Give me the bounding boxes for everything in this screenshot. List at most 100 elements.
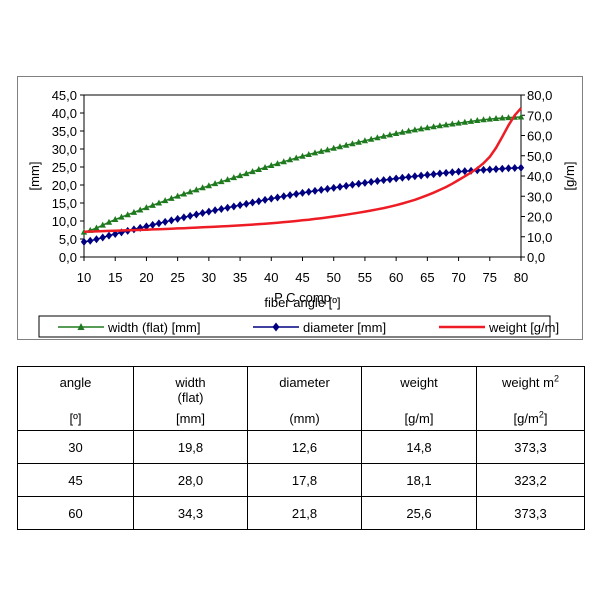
y-left-axis-label: [mm] xyxy=(27,162,42,191)
series-point-width xyxy=(143,204,150,211)
table-cell: 34,3 xyxy=(133,496,248,530)
series-point-diameter xyxy=(224,203,231,212)
x-tick-label: 80 xyxy=(514,270,528,285)
data-table: angle [º] width (flat) [mm] diameter (mm… xyxy=(17,366,585,530)
series-point-width xyxy=(249,168,256,175)
series-point-width xyxy=(486,115,493,122)
series-point-diameter xyxy=(486,165,493,174)
y-right-tick-label: 70,0 xyxy=(527,108,552,123)
y-right-tick-label: 80,0 xyxy=(527,88,552,103)
y-left-tick-label: 0,0 xyxy=(59,250,77,265)
legend-marker xyxy=(272,322,280,332)
y-right-tick-label: 60,0 xyxy=(527,129,552,144)
series-point-width xyxy=(343,141,350,148)
series-point-diameter xyxy=(436,169,444,178)
series-point-diameter xyxy=(80,237,88,246)
header-weight-m2-label: weight m2 xyxy=(477,374,584,390)
header-diameter-label: diameter xyxy=(279,375,330,390)
y-right-axis-label: [g/m] xyxy=(562,162,577,191)
series-point-width xyxy=(186,188,194,195)
series-point-diameter xyxy=(93,235,100,244)
series-point-diameter xyxy=(99,233,106,242)
series-point-width xyxy=(430,123,437,130)
series-point-diameter xyxy=(380,176,387,185)
series-point-diameter xyxy=(505,164,512,173)
series-point-width xyxy=(155,199,163,206)
series-point-diameter xyxy=(374,177,381,186)
series-point-width xyxy=(255,166,262,173)
x-tick-label: 55 xyxy=(358,270,372,285)
x-tick-label: 70 xyxy=(451,270,465,285)
series-point-diameter xyxy=(355,179,362,188)
series-point-diameter xyxy=(430,170,437,179)
series-point-width xyxy=(124,211,131,218)
series-point-diameter xyxy=(367,177,375,186)
series-point-width xyxy=(136,206,144,213)
series-point-diameter xyxy=(399,173,406,182)
series-point-width xyxy=(411,126,419,133)
y-left-tick-label: 20,0 xyxy=(52,178,77,193)
series-point-width xyxy=(399,128,406,135)
series-point-diameter xyxy=(193,210,200,219)
series-point-width xyxy=(311,149,319,156)
table-cell: 28,0 xyxy=(133,463,248,497)
series-point-width xyxy=(93,224,100,231)
table-cell: 14,8 xyxy=(361,430,477,464)
x-tick-label: 40 xyxy=(264,270,278,285)
series-point-width xyxy=(461,118,469,125)
series-point-diameter xyxy=(411,172,419,181)
series-point-width xyxy=(442,121,450,128)
header-weight-unit: [g/m] xyxy=(404,411,434,426)
header-diameter: diameter (mm) xyxy=(247,366,362,431)
unit-text: [g/m xyxy=(513,411,539,426)
series-point-width xyxy=(230,174,238,181)
series-point-width xyxy=(367,135,375,142)
series-point-diameter xyxy=(199,209,206,218)
series-point-diameter xyxy=(424,170,431,179)
series-point-width xyxy=(330,144,337,151)
legend-marker xyxy=(77,323,85,330)
series-point-width xyxy=(449,120,456,127)
x-tick-label: 45 xyxy=(295,270,309,285)
series-point-diameter xyxy=(405,173,412,182)
series-point-diameter xyxy=(87,236,94,245)
x-tick-label: 20 xyxy=(139,270,153,285)
y-right-tick-label: 0,0 xyxy=(527,250,545,265)
y-left-tick-label: 25,0 xyxy=(52,160,77,175)
series-point-width xyxy=(336,143,344,150)
table-row: 45 28,0 17,8 18,1 323,2 xyxy=(17,463,585,497)
series-point-diameter xyxy=(336,182,344,191)
x-tick-label: 10 xyxy=(77,270,91,285)
series-point-width xyxy=(349,140,356,147)
table-cell: 30 xyxy=(17,430,134,464)
series-point-width xyxy=(517,113,525,120)
series-point-width xyxy=(211,180,219,187)
y-left-tick-label: 15,0 xyxy=(52,196,77,211)
header-width: width (flat) [mm] xyxy=(133,366,248,431)
series-point-width xyxy=(492,115,500,122)
series-point-diameter xyxy=(218,204,225,213)
series-point-width xyxy=(218,178,225,185)
y-right-tick-label: 20,0 xyxy=(527,210,552,225)
header-angle-label: angle xyxy=(59,375,92,390)
header-width-unit: [mm] xyxy=(176,411,205,426)
series-point-width xyxy=(424,124,431,131)
series-line-2 xyxy=(83,107,522,233)
line-chart: 10 15 20 25 30 35 40 45 50 55 60 65 70 75 80 0,0 5,0 10,0… xyxy=(27,88,577,338)
series-point-width xyxy=(293,154,300,161)
series-point-width xyxy=(174,192,181,199)
series-point-width xyxy=(280,158,287,165)
series-point-diameter xyxy=(517,163,525,172)
series-point-width xyxy=(112,216,119,223)
series-point-diameter xyxy=(180,213,188,222)
series-point-width xyxy=(224,176,231,183)
series-point-diameter xyxy=(149,220,156,229)
table-cell: 18,1 xyxy=(361,463,477,497)
y-right-tick-label: 40,0 xyxy=(527,169,552,184)
series-point-diameter xyxy=(511,163,518,172)
series-point-diameter xyxy=(112,229,119,238)
overlap-text: P C comp xyxy=(274,290,331,305)
series-point-diameter xyxy=(249,198,256,207)
x-tick-label: 30 xyxy=(202,270,216,285)
unit-tail: ] xyxy=(543,411,548,426)
